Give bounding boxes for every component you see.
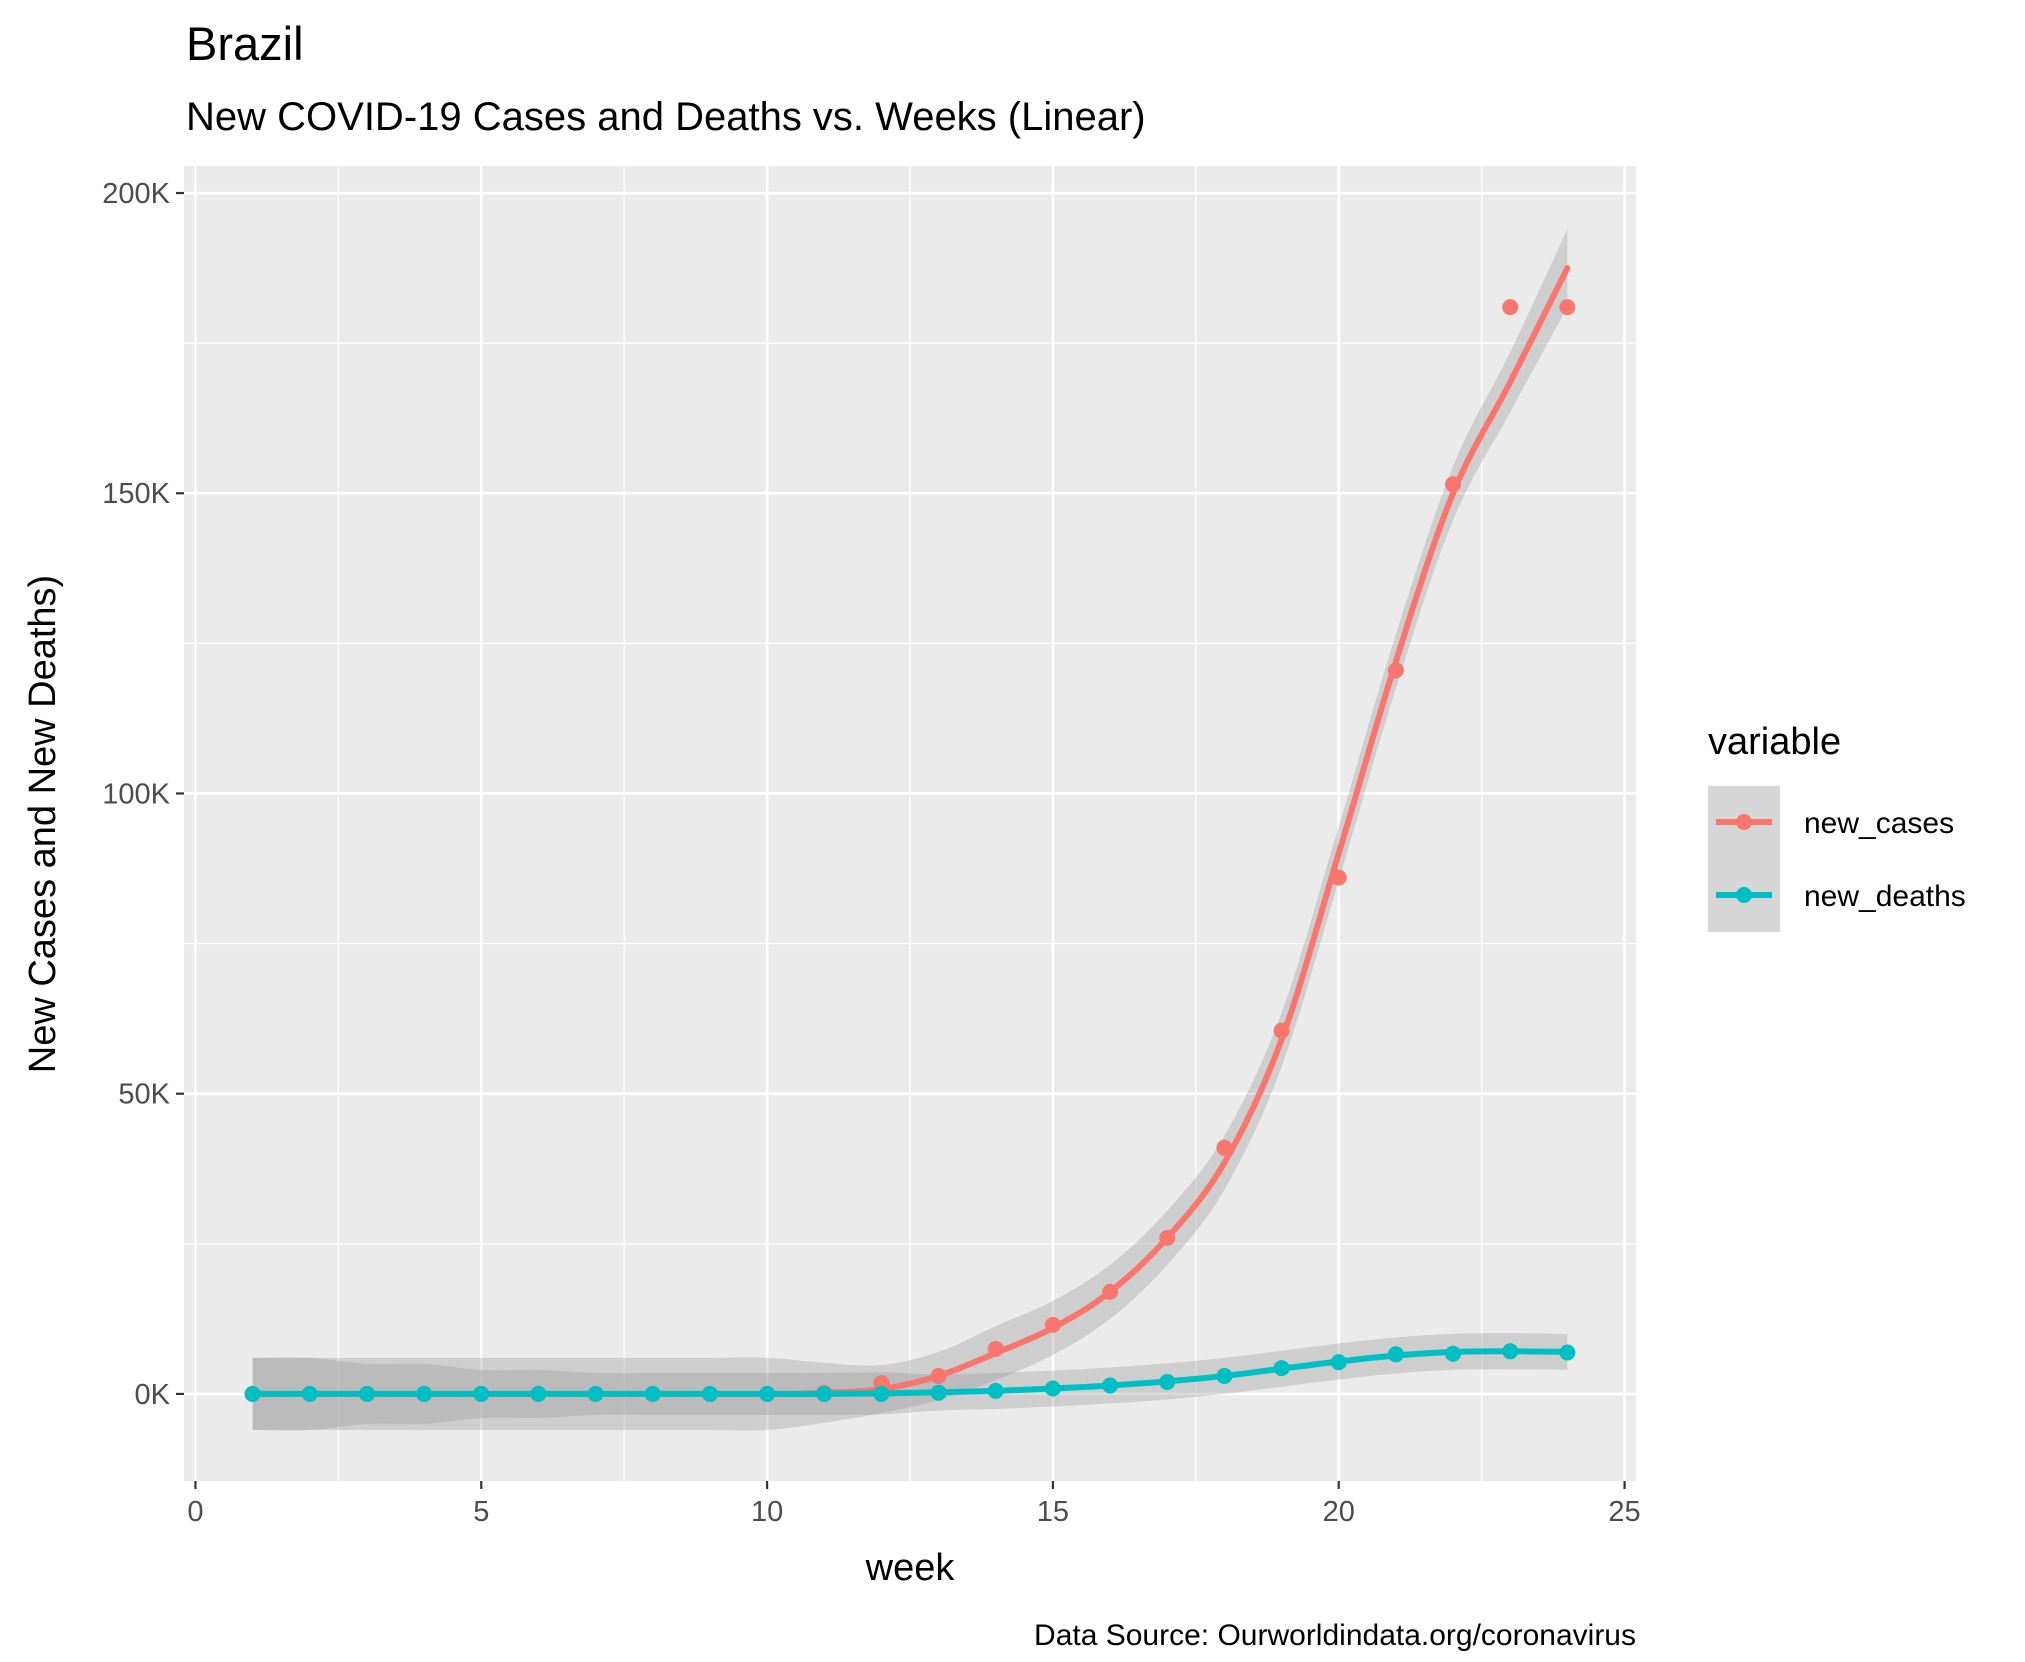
point-new_deaths — [416, 1385, 433, 1402]
legend-title: variable — [1708, 721, 1841, 763]
point-new_deaths — [1387, 1346, 1404, 1363]
x-tick-label: 0 — [187, 1496, 203, 1528]
point-new_deaths — [930, 1384, 947, 1401]
point-new_cases — [930, 1367, 947, 1384]
point-new_deaths — [1044, 1380, 1061, 1397]
point-new_cases — [1559, 299, 1576, 316]
point-new_deaths — [1159, 1373, 1176, 1390]
point-new_cases — [1044, 1316, 1061, 1333]
point-new_deaths — [759, 1385, 776, 1402]
x-axis: 0 5 10 15 20 25 — [187, 1481, 1641, 1528]
point-new_deaths — [987, 1382, 1004, 1399]
point-new_cases — [1387, 662, 1404, 679]
y-axis: 0K 50K 100K 150K 200K — [102, 178, 184, 1411]
point-new_deaths — [1445, 1345, 1462, 1362]
point-new_deaths — [701, 1385, 718, 1402]
point-new_deaths — [587, 1385, 604, 1402]
point-new_cases — [1445, 476, 1462, 493]
y-tick-label: 150K — [102, 478, 170, 510]
point-new_cases — [1502, 299, 1519, 316]
chart-title: Brazil — [186, 17, 304, 70]
chart-subtitle: New COVID-19 Cases and Deaths vs. Weeks … — [186, 95, 1146, 139]
band-new_cases — [252, 229, 1568, 1431]
point-new_deaths — [358, 1385, 375, 1402]
point-new_deaths — [301, 1385, 318, 1402]
point-new_cases — [1330, 869, 1347, 886]
legend-key-point — [1736, 814, 1752, 830]
legend-key-bg — [1708, 786, 1780, 932]
point-new_deaths — [244, 1385, 261, 1402]
grid-minor — [184, 166, 1636, 1481]
point-new_cases — [1216, 1139, 1233, 1156]
point-new_cases — [987, 1340, 1004, 1357]
y-axis-title: New Cases and New Deaths) — [22, 575, 64, 1073]
point-new_deaths — [473, 1385, 490, 1402]
x-tick-label: 15 — [1037, 1496, 1069, 1528]
legend-label: new_cases — [1804, 807, 1954, 840]
legend-key-point — [1736, 887, 1752, 903]
legend: variable new_cases new_deaths — [1708, 721, 1966, 932]
y-tick-label: 100K — [102, 778, 170, 810]
legend-label: new_deaths — [1804, 880, 1966, 913]
chart-caption: Data Source: Ourworldindata.org/coronavi… — [1034, 1619, 1636, 1652]
point-new_deaths — [1330, 1354, 1347, 1371]
x-tick-label: 20 — [1323, 1496, 1355, 1528]
point-new_cases — [1273, 1022, 1290, 1039]
x-tick-label: 25 — [1608, 1496, 1640, 1528]
data-points — [244, 299, 1576, 1402]
point-new_deaths — [644, 1385, 661, 1402]
y-tick-label: 50K — [118, 1079, 170, 1111]
x-tick-label: 5 — [473, 1496, 489, 1528]
point-new_cases — [1159, 1229, 1176, 1246]
point-new_deaths — [1502, 1343, 1519, 1360]
point-new_deaths — [816, 1385, 833, 1402]
y-tick-label: 200K — [102, 178, 170, 210]
point-new_deaths — [530, 1385, 547, 1402]
point-new_deaths — [1559, 1344, 1576, 1361]
legend-items: new_cases new_deaths — [1716, 807, 1966, 913]
point-new_cases — [1102, 1283, 1119, 1300]
x-axis-title: week — [865, 1547, 956, 1589]
point-new_deaths — [1273, 1360, 1290, 1377]
point-new_deaths — [1102, 1377, 1119, 1394]
y-tick-label: 0K — [135, 1379, 171, 1411]
x-tick-label: 10 — [751, 1496, 783, 1528]
point-new_deaths — [1216, 1367, 1233, 1384]
point-new_deaths — [873, 1385, 890, 1402]
